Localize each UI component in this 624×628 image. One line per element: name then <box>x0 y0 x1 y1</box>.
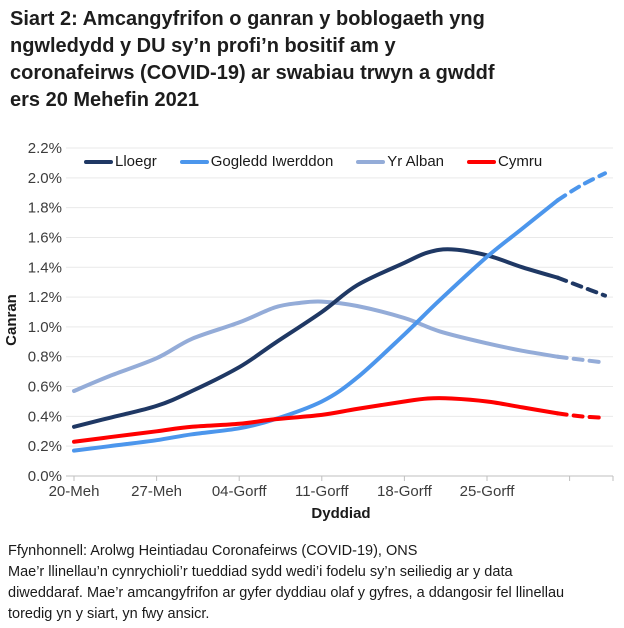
series-line-dashed-lloegr <box>555 275 607 298</box>
y-tick-label: 1.6% <box>28 229 62 246</box>
series-line-cymru <box>72 396 560 444</box>
y-tick-label: 0.8% <box>28 349 62 366</box>
legend-line-swatch <box>356 159 386 164</box>
x-tick-label: 04-Gorff <box>212 483 268 500</box>
chart-title-line: ngwledydd y DU sy’n profi’n bositif am y <box>10 35 396 57</box>
series-line-yr-alban <box>72 299 560 394</box>
y-tick-label: 1.4% <box>28 259 62 276</box>
chart-area: 0.0% 0.2% 0.4% 0.6% 0.8% 1.0% 1.2% 1.4% 1.6% 1.8%… <box>0 140 624 538</box>
y-tick-label: 0.0% <box>28 468 62 485</box>
x-axis-title: Dyddiad <box>311 505 370 522</box>
chart-legend: Lloegr Gogledd Iwerddon Yr Alban Cymru <box>84 153 542 170</box>
note-text-line: toredig yn y siart, yn fwy ansicr. <box>8 606 210 622</box>
y-tick-label: 0.2% <box>28 438 62 455</box>
note-text-line: Mae’r llinellau’n cynrychioli’r tueddiad… <box>8 564 513 580</box>
y-tick-label: 2.0% <box>28 170 62 187</box>
series-line-gogledd-iwerddon <box>72 198 560 453</box>
legend-item-cymru: Cymru <box>467 153 542 170</box>
series-line-dashed-yr-alban <box>555 354 607 365</box>
legend-item-gogledd-iwerddon: Gogledd Iwerddon <box>179 153 334 170</box>
y-tick-label: 0.6% <box>28 379 62 396</box>
legend-label: Yr Alban <box>387 153 445 170</box>
legend-item-lloegr: Lloegr <box>84 153 157 170</box>
series-line-dashed-gogledd-iwerddon <box>555 171 607 203</box>
y-tick-label: 1.2% <box>28 289 62 306</box>
y-tick-label: 1.8% <box>28 200 62 217</box>
y-tick-label: 1.0% <box>28 319 62 336</box>
source-text: Ffynhonnell: Arolwg Heintiadau Coronafei… <box>8 543 418 559</box>
x-tick-label: 11-Gorff <box>295 483 349 500</box>
legend-line-swatch <box>84 159 113 164</box>
chart-title-line: coronafeirws (COVID-19) ar swabiau trwyn… <box>10 62 495 84</box>
series-line-dashed-cymru <box>555 411 607 420</box>
chart-title: Siart 2: Amcangyfrifon o ganran y boblog… <box>10 6 620 114</box>
y-axis-title: Canran <box>3 294 20 346</box>
legend-label: Cymru <box>498 153 543 170</box>
series-line-lloegr <box>72 247 560 429</box>
line-chart: 0.0% 0.2% 0.4% 0.6% 0.8% 1.0% 1.2% 1.4% 1.6% 1.8%… <box>3 140 614 522</box>
legend-label: Gogledd Iwerddon <box>210 153 334 170</box>
chart-title-line: Siart 2: Amcangyfrifon o ganran y boblog… <box>10 8 485 30</box>
legend-line-swatch <box>467 159 497 164</box>
y-tick-label: 2.2% <box>28 140 62 157</box>
chart-footnote: Ffynhonnell: Arolwg Heintiadau Coronafei… <box>8 541 620 625</box>
x-tick-label: 27-Meh <box>131 483 182 500</box>
y-tick-label: 0.4% <box>28 408 62 425</box>
chart-title-line: ers 20 Mehefin 2021 <box>10 89 199 111</box>
x-tick-label: 18-Gorff <box>377 483 433 500</box>
legend-item-yr-alban: Yr Alban <box>356 153 444 170</box>
x-tick-label: 25-Gorff <box>460 483 516 500</box>
legend-line-swatch <box>179 159 209 164</box>
legend-label: Lloegr <box>115 153 157 170</box>
note-text-line: diweddaraf. Mae’r amcangyfrifon ar gyfer… <box>8 585 565 601</box>
x-tick-label: 20-Meh <box>49 483 100 500</box>
